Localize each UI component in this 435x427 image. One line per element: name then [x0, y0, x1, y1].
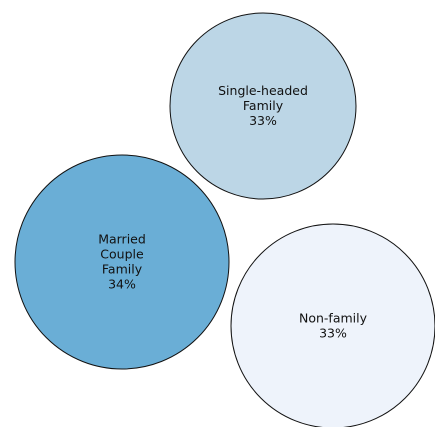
bubble-label: Non-family	[299, 311, 368, 326]
bubble-value-label: 34%	[108, 277, 136, 292]
bubble-label: Single-headed	[218, 83, 308, 98]
bubble-value-label: 33%	[249, 113, 277, 128]
bubble-label: Family	[243, 98, 284, 113]
bubble-value-label: 33%	[319, 326, 347, 341]
bubble-circle	[230, 223, 435, 427]
bubble-label: Married	[98, 232, 146, 247]
bubble-circle	[169, 12, 357, 200]
bubble-circle	[14, 154, 230, 370]
bubble-label: Family	[102, 262, 143, 277]
bubble-label: Couple	[100, 247, 144, 262]
